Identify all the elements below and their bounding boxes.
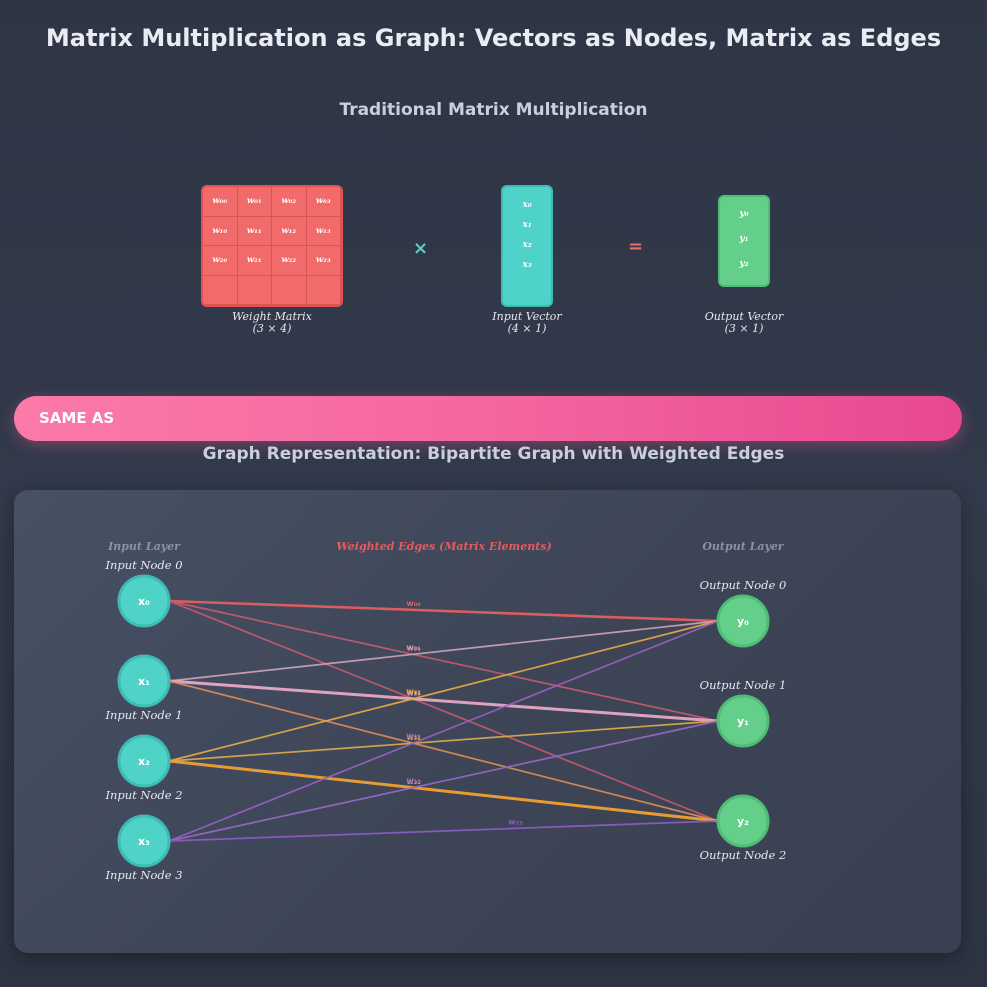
- traditional-heading: Traditional Matrix Multiplication: [339, 100, 648, 120]
- edge-label: w₀₂: [406, 687, 421, 696]
- output-node-label: Output Node 0: [700, 578, 787, 592]
- edge-3-0: [168, 620, 719, 842]
- edge-label: w₁₀: [406, 644, 421, 653]
- input-node-label: Input Node 1: [104, 708, 182, 722]
- output-vector-entry: y₂: [739, 259, 749, 269]
- edge-label: w₀₁: [406, 643, 421, 652]
- same-as-label: SAME AS: [39, 409, 115, 427]
- edge-2-2: [168, 759, 719, 823]
- matrix-cell: w₁₂: [272, 216, 307, 246]
- weight-matrix: w₀₀ w₀₁ w₀₂ w₀₃ w₁₀ w₁₁ w₁₂ w₁₃ w₂₀ w₂₁ w₂₂ w₂₃: [201, 185, 343, 307]
- edge-label: w₀₃: [406, 731, 421, 740]
- edge-label: w₁₂: [406, 732, 421, 741]
- edge-0-0: [168, 599, 719, 623]
- edge-1-0: [168, 620, 719, 682]
- input-vector-caption: Input Vector (4 × 1): [492, 310, 562, 335]
- output-node-symbol: y₂: [737, 815, 749, 828]
- edges-label: Weighted Edges (Matrix Elements): [336, 540, 551, 553]
- matrix-cell: w₀₂: [272, 187, 307, 217]
- edge-label: w₀₀: [406, 599, 421, 608]
- matrix-cell: w₁₁: [237, 216, 272, 246]
- input-node-1: [117, 654, 171, 708]
- matrix-cell: w₂₂: [272, 246, 307, 276]
- output-vector-entry: y₀: [739, 209, 749, 219]
- edge-3-2: [168, 820, 719, 842]
- output-layer-label: Output Layer: [702, 540, 785, 553]
- output-vector: y₀ y₁ y₂: [718, 195, 770, 287]
- input-node-2: [117, 734, 171, 788]
- output-node-1: [716, 694, 770, 748]
- input-node-symbol: x₁: [138, 675, 150, 688]
- input-node-label: Input Node 0: [104, 558, 182, 572]
- input-node-3: [117, 814, 171, 868]
- edge-label: w₂₃: [508, 818, 523, 827]
- input-node-symbol: x₃: [138, 835, 150, 848]
- output-node-2: [716, 794, 770, 848]
- output-node-symbol: y₁: [737, 715, 749, 728]
- matrix-cell: w₂₃: [306, 246, 341, 276]
- same-as-banner: SAME AS: [14, 396, 962, 441]
- edge-1-1: [168, 679, 719, 723]
- equals-symbol: =: [628, 236, 644, 257]
- edge-3-1: [168, 720, 719, 842]
- matrix-cell: [237, 275, 272, 305]
- input-node-label: Input Node 3: [104, 868, 182, 882]
- matrix-cell: [306, 275, 341, 305]
- edge-2-1: [168, 720, 719, 762]
- matrix-cell: w₂₀: [203, 246, 238, 276]
- input-node-0: [117, 574, 171, 628]
- weight-matrix-caption: Weight Matrix (3 × 4): [232, 310, 312, 335]
- matrix-cell: w₁₀: [203, 216, 238, 246]
- output-node-label: Output Node 1: [700, 678, 787, 692]
- edge-2-0: [168, 620, 719, 762]
- matrix-cell: w₀₁: [237, 187, 272, 217]
- page-title: Matrix Multiplication as Graph: Vectors …: [45, 24, 942, 52]
- input-vector-entry: x₁: [522, 220, 532, 230]
- graph-heading: Graph Representation: Bipartite Graph wi…: [202, 444, 785, 464]
- output-vector-caption: Output Vector (3 × 1): [704, 310, 784, 335]
- edge-label: w₂₂: [406, 777, 421, 786]
- edge-label: w₂₁: [406, 733, 421, 742]
- output-node-label: Output Node 2: [700, 848, 787, 862]
- input-node-symbol: x₂: [138, 755, 150, 768]
- edge-label: w₁₃: [406, 776, 421, 785]
- input-node-label: Input Node 2: [104, 788, 182, 802]
- input-vector: x₀ x₁ x₂ x₃: [501, 185, 553, 307]
- input-vector-entry: x₂: [522, 240, 532, 250]
- matrix-cell: [203, 275, 238, 305]
- edge-1-2: [168, 680, 719, 822]
- edge-0-1: [168, 600, 719, 722]
- matrix-cell: w₁₃: [306, 216, 341, 246]
- edge-label: w₁₁: [406, 688, 421, 697]
- output-node-0: [716, 594, 770, 648]
- edge-0-2: [168, 600, 719, 822]
- input-vector-entry: x₀: [522, 200, 532, 210]
- input-vector-entry: x₃: [522, 260, 532, 270]
- matrix-cell: w₀₃: [306, 187, 341, 217]
- output-vector-entry: y₁: [739, 234, 749, 244]
- graph-panel: [14, 490, 961, 953]
- output-node-symbol: y₀: [737, 615, 749, 628]
- times-symbol: ×: [413, 238, 429, 259]
- edge-label: w₂₀: [406, 689, 421, 698]
- matrix-cell: [272, 275, 307, 305]
- input-layer-label: Input Layer: [107, 540, 181, 553]
- matrix-cell: w₀₀: [203, 187, 238, 217]
- matrix-cell: w₂₁: [237, 246, 272, 276]
- input-node-symbol: x₀: [138, 595, 150, 608]
